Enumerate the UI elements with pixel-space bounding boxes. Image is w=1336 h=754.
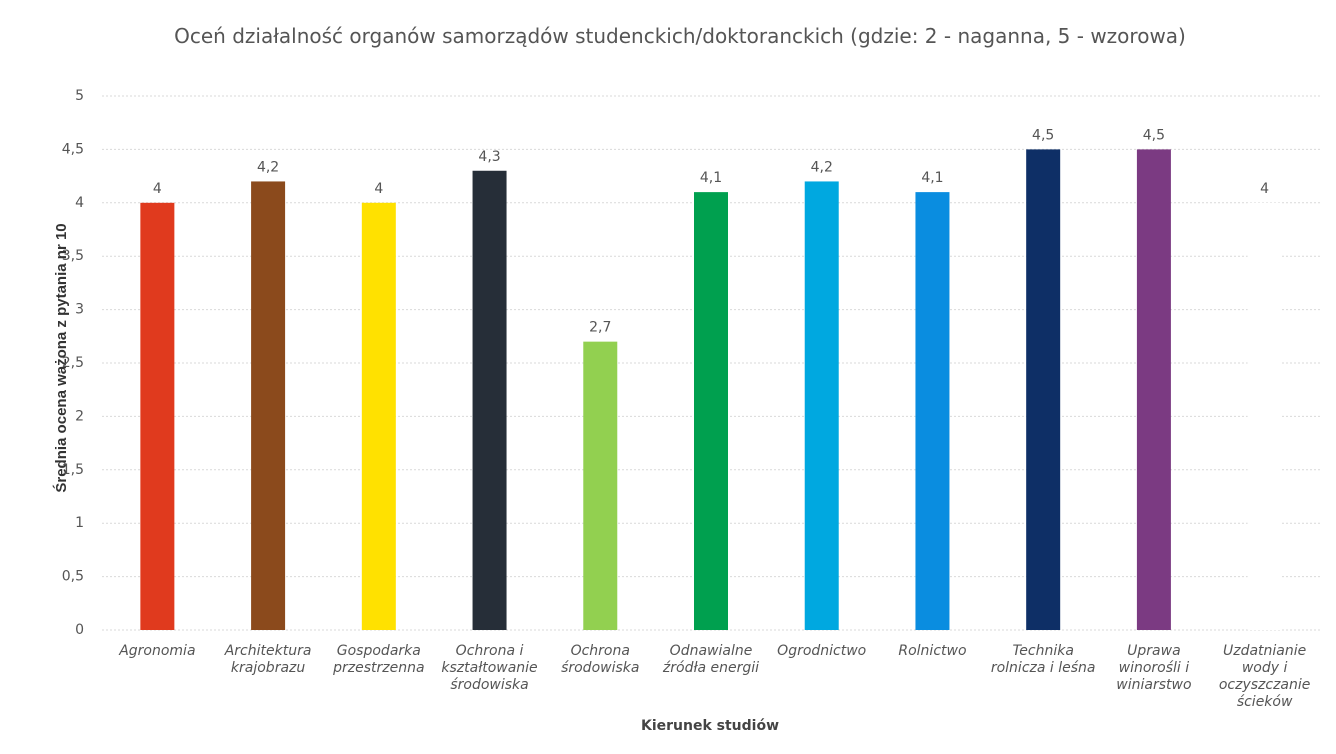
data-label: 4,1 (700, 170, 722, 186)
x-tick-label: Agronomia (119, 643, 196, 659)
bar (1026, 149, 1061, 630)
y-tick-label: 1,5 (62, 462, 84, 478)
bar (583, 341, 618, 630)
x-tick-label: Rolnictwo (898, 643, 967, 659)
x-tick-label: Uprawa winorośli i winiarstwo (1116, 643, 1192, 693)
x-tick-label: Technika rolnicza i leśna (990, 643, 1096, 676)
y-tick-label: 4,5 (62, 141, 84, 157)
bar (251, 181, 286, 630)
y-tick-label: 0 (75, 622, 84, 638)
bar (140, 202, 175, 631)
bar (472, 170, 507, 630)
bar (361, 202, 396, 631)
x-tick-label: Gospodarka przestrzenna (333, 643, 425, 676)
data-label: 4 (153, 181, 162, 197)
data-label: 4,5 (1143, 127, 1165, 143)
y-tick-label: 3,5 (62, 248, 84, 264)
bar (1136, 149, 1171, 630)
x-tick-label: Ochrona i kształtowanie środowiska (441, 643, 538, 693)
bar (915, 192, 950, 630)
y-tick-label: 0,5 (62, 569, 84, 585)
data-label: 2,7 (589, 320, 611, 336)
bar (1247, 202, 1282, 631)
x-tick-label: Ochrona środowiska (561, 643, 640, 676)
data-label: 4,1 (921, 170, 943, 186)
y-tick-label: 2,5 (62, 355, 84, 371)
x-axis-label: Kierunek studiów (640, 718, 780, 734)
y-axis-label: Średnia ocena ważona z pytania nr 10 (52, 223, 70, 492)
y-tick-label: 1 (75, 515, 84, 531)
bar (804, 181, 839, 630)
x-tick-label: Architektura krajobrazu (224, 643, 312, 676)
bar (694, 192, 728, 630)
y-tick-label: 2 (75, 408, 84, 424)
data-label: 4,5 (1032, 127, 1054, 143)
x-tick-label: Ogrodnictwo (777, 643, 867, 659)
data-label: 4,2 (257, 159, 279, 175)
chart-title: Oceń działalność organów samorządów stud… (174, 24, 1186, 48)
data-label: 4,3 (478, 149, 500, 165)
data-label: 4,2 (811, 159, 833, 175)
data-label: 4 (1260, 181, 1269, 197)
x-tick-label: Odnawialne źródła energii (662, 643, 760, 676)
data-label: 4 (374, 181, 383, 197)
x-tick-label: Uzdatnianie wody i oczyszczanie ścieków (1218, 643, 1311, 710)
y-tick-label: 3 (75, 302, 84, 318)
y-tick-label: 4 (75, 195, 84, 211)
y-tick-label: 5 (75, 88, 84, 104)
